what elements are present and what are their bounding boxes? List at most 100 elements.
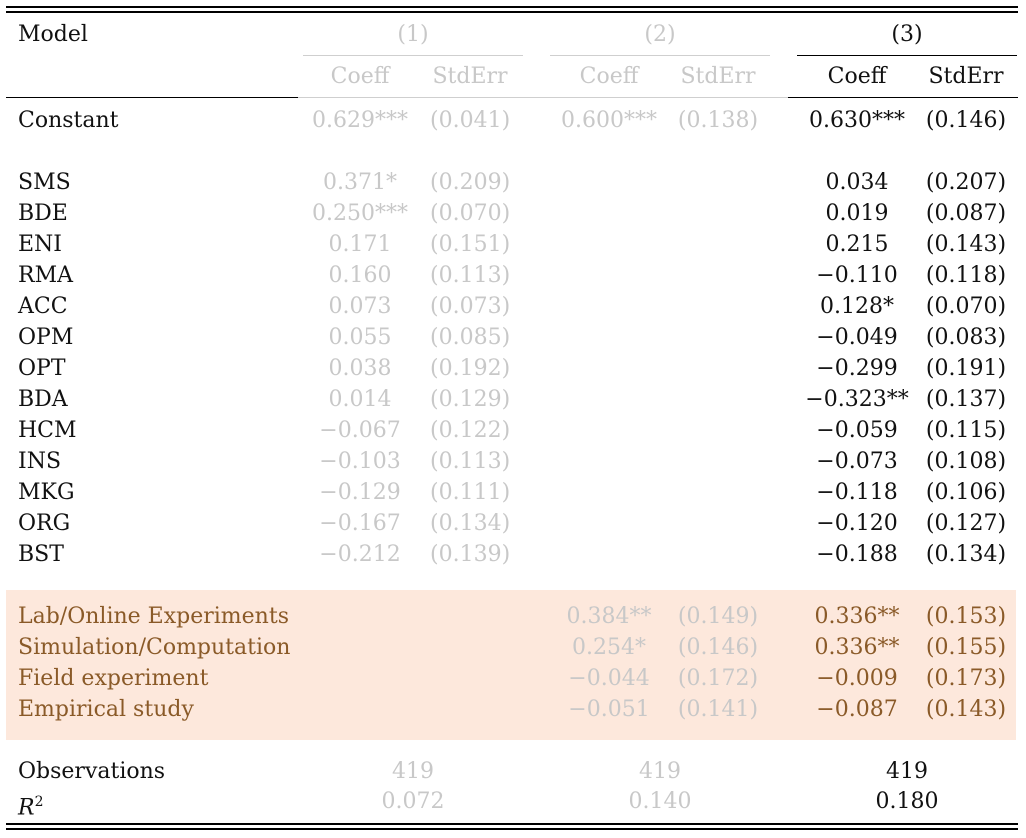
col2-coeff: 0.384**	[566, 604, 652, 629]
col3-header: (3)	[891, 22, 923, 47]
r-squared-superscript: 2	[34, 794, 44, 810]
col3-cmidrule	[797, 55, 1017, 56]
row-label: SMS	[18, 170, 71, 195]
col3-coeff: −0.059	[816, 418, 898, 443]
col1-stderr: (0.113)	[430, 449, 511, 474]
col2-stderr: (0.172)	[677, 666, 759, 691]
col3-coeff: −0.323**	[805, 387, 909, 412]
row-label: OPM	[18, 325, 74, 350]
col3-stderr: (0.108)	[925, 449, 1007, 474]
col3-coeff: 0.336**	[814, 635, 900, 660]
col3-coeff: −0.009	[816, 666, 898, 691]
col3-stderr: (0.118)	[925, 263, 1007, 288]
col3-stderr: (0.087)	[925, 201, 1007, 226]
header-rule-left	[6, 97, 298, 98]
header-rule-mid	[298, 97, 788, 98]
col1-coeff: −0.167	[319, 511, 401, 536]
col2-coeff: 0.254*	[572, 635, 646, 660]
col2-stderr: (0.149)	[677, 604, 759, 629]
row-label: OPT	[18, 356, 66, 381]
col3-stderr: (0.191)	[925, 356, 1007, 381]
col1-header: (1)	[397, 22, 429, 47]
top-rule	[6, 6, 1018, 8]
row-label: ENI	[18, 232, 62, 257]
col3-coeff: 0.630***	[809, 108, 905, 133]
col2-coeff: −0.051	[568, 697, 650, 722]
col1-stderr: (0.073)	[430, 294, 511, 319]
col1-stderr: (0.151)	[430, 232, 511, 257]
col1-stderr: (0.192)	[430, 356, 511, 381]
col3-stderr: (0.143)	[925, 232, 1007, 257]
obs-col3: 419	[886, 759, 928, 784]
col2-stderr: (0.141)	[677, 697, 759, 722]
col3-stderr: (0.127)	[925, 511, 1007, 536]
r-squared-label: R2	[18, 789, 44, 821]
row-label: Field experiment	[18, 666, 209, 691]
col3-coeff: −0.118	[816, 480, 898, 505]
col1-coeff-header: Coeff	[330, 64, 390, 89]
col2-cmidrule	[550, 55, 770, 56]
col3-coeff: −0.299	[816, 356, 898, 381]
col1-stderr: (0.041)	[430, 108, 511, 133]
col1-coeff: −0.129	[319, 480, 401, 505]
col2-coeff-header: Coeff	[579, 64, 639, 89]
row-label: BDA	[18, 387, 68, 412]
col3-coeff-header: Coeff	[827, 64, 887, 89]
col1-stderr: (0.209)	[430, 170, 511, 195]
col1-coeff: −0.067	[319, 418, 401, 443]
method-highlight-panel	[6, 590, 1016, 740]
col1-coeff: −0.103	[319, 449, 401, 474]
col1-coeff: 0.038	[328, 356, 392, 381]
col1-coeff: 0.171	[328, 232, 392, 257]
col1-coeff: 0.014	[328, 387, 392, 412]
row-label: ORG	[18, 511, 71, 536]
col3-coeff: 0.019	[825, 201, 889, 226]
col2-coeff: −0.044	[568, 666, 650, 691]
row-label: RMA	[18, 263, 73, 288]
col1-coeff: 0.250***	[312, 201, 408, 226]
col3-coeff: −0.087	[816, 697, 898, 722]
col3-coeff: 0.336**	[814, 604, 900, 629]
header-rule-right	[788, 97, 1018, 98]
col1-stderr: (0.134)	[430, 511, 511, 536]
col1-stderr-header: StdErr	[432, 64, 508, 89]
col1-stderr: (0.122)	[430, 418, 511, 443]
col1-stderr: (0.070)	[430, 201, 511, 226]
col1-coeff: 0.629***	[312, 108, 408, 133]
col2-coeff: 0.600***	[561, 108, 657, 133]
col2-stderr-header: StdErr	[680, 64, 756, 89]
model-label: Model	[18, 22, 88, 47]
col3-stderr: (0.106)	[925, 480, 1007, 505]
col3-coeff: −0.049	[816, 325, 898, 350]
bottom-rule	[6, 823, 1018, 825]
col1-stderr: (0.111)	[430, 480, 511, 505]
row-label: Empirical study	[18, 697, 194, 722]
col3-stderr: (0.083)	[925, 325, 1007, 350]
row-label: HCM	[18, 418, 77, 443]
col3-coeff: −0.188	[816, 542, 898, 567]
col3-stderr: (0.155)	[925, 635, 1007, 660]
row-label: Lab/Online Experiments	[18, 604, 289, 629]
r2-col1: 0.072	[381, 789, 445, 814]
col3-stderr: (0.137)	[925, 387, 1007, 412]
col1-stderr: (0.129)	[430, 387, 511, 412]
col3-coeff: −0.110	[816, 263, 898, 288]
col1-coeff: −0.212	[319, 542, 401, 567]
col3-stderr: (0.207)	[925, 170, 1007, 195]
row-label: Simulation/Computation	[18, 635, 291, 660]
observations-label: Observations	[18, 759, 166, 784]
col1-cmidrule	[303, 55, 523, 56]
row-label: BST	[18, 542, 64, 567]
row-label: INS	[18, 449, 62, 474]
r-squared-symbol: R	[18, 795, 35, 821]
row-label: MKG	[18, 480, 75, 505]
col3-coeff: −0.073	[816, 449, 898, 474]
row-label: ACC	[18, 294, 68, 319]
obs-col1: 419	[392, 759, 434, 784]
col3-stderr: (0.134)	[925, 542, 1007, 567]
col1-coeff: 0.371*	[323, 170, 397, 195]
col3-coeff: 0.215	[825, 232, 889, 257]
col3-stderr-header: StdErr	[928, 64, 1004, 89]
col3-stderr: (0.070)	[925, 294, 1007, 319]
col1-coeff: 0.073	[328, 294, 392, 319]
